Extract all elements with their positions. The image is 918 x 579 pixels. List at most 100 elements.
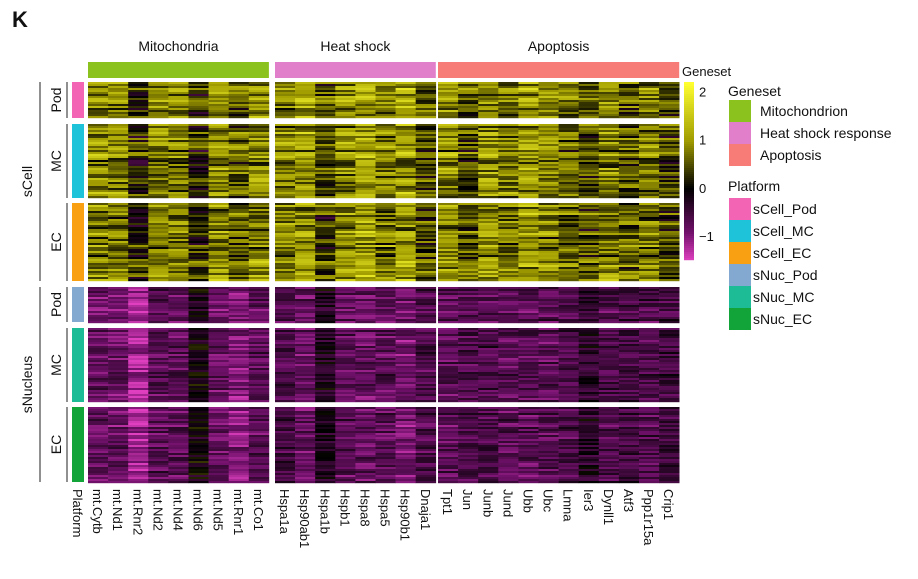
heatmap-cell: [375, 245, 396, 248]
heatmap-cell: [295, 148, 316, 151]
heatmap-cell: [578, 245, 600, 248]
heatmap-cell: [88, 477, 109, 480]
heatmap-cell: [618, 182, 640, 185]
heatmap-cell: [438, 358, 459, 361]
heatmap-cell: [618, 358, 640, 361]
heatmap-cell: [275, 386, 296, 389]
heatmap-cell: [498, 356, 519, 359]
heatmap-cell: [108, 417, 129, 420]
heatmap-cell: [168, 190, 189, 193]
heatmap-cell: [168, 158, 189, 161]
heatmap-cell: [578, 358, 600, 361]
heatmap-cell: [578, 156, 600, 159]
heatmap-cell: [275, 336, 296, 339]
heatmap-cell: [375, 142, 396, 145]
heatmap-cell: [395, 342, 416, 345]
heatmap-cell: [208, 449, 229, 452]
heatmap-cell: [538, 102, 559, 105]
heatmap-cell: [128, 443, 149, 446]
heatmap-cell: [618, 194, 640, 197]
heatmap-cell: [659, 148, 680, 151]
heatmap-cell: [578, 332, 600, 335]
heatmap-cell: [248, 279, 270, 282]
heatmap-cell: [478, 297, 499, 300]
heatmap-cell: [168, 251, 189, 254]
heatmap-cell: [315, 249, 336, 252]
heatmap-cell: [598, 362, 620, 365]
heatmap-cell: [188, 192, 209, 195]
heatmap-cell: [228, 362, 250, 365]
heatmap-cell: [295, 291, 316, 294]
heatmap-cell: [208, 229, 229, 232]
heatmap-cell: [415, 411, 437, 414]
heatmap-cell: [335, 342, 356, 345]
heatmap-cell: [639, 342, 660, 345]
heatmap-cell: [395, 184, 416, 187]
heatmap-cell: [458, 388, 479, 391]
heatmap-cell: [538, 205, 559, 208]
heatmap-cell: [639, 257, 660, 260]
heatmap-cell: [228, 471, 250, 474]
heatmap-cell: [375, 146, 396, 149]
heatmap-cell: [498, 190, 519, 193]
heatmap-cell: [498, 196, 519, 199]
heatmap-cell: [578, 116, 600, 119]
heatmap-cell: [659, 350, 680, 353]
heatmap-cell: [395, 275, 416, 278]
heatmap-cell: [438, 269, 459, 272]
heatmap-cell: [315, 231, 336, 234]
heatmap-cell: [395, 364, 416, 367]
heatmap-cell: [315, 190, 336, 193]
heatmap-cell: [208, 301, 229, 304]
heatmap-cell: [375, 307, 396, 310]
heatmap-cell: [659, 134, 680, 137]
heatmap-cell: [128, 178, 149, 181]
heatmap-cell: [355, 104, 376, 107]
heatmap-cell: [355, 376, 376, 379]
heatmap-cell: [538, 400, 559, 403]
heatmap-cell: [335, 473, 356, 476]
heatmap-cell: [208, 362, 229, 365]
heatmap-cell: [395, 479, 416, 482]
heatmap-cell: [415, 443, 437, 446]
heatmap-cell: [558, 170, 579, 173]
heatmap-cell: [478, 307, 499, 310]
heatmap-cell: [88, 178, 109, 181]
heatmap-cell: [415, 82, 437, 85]
heatmap-cell: [458, 116, 479, 119]
heatmap-cell: [108, 473, 129, 476]
heatmap-cell: [148, 98, 169, 101]
heatmap-cell: [295, 164, 316, 167]
heatmap-cell: [275, 439, 296, 442]
heatmap-cell: [248, 203, 270, 206]
heatmap-cell: [538, 313, 559, 316]
heatmap-cell: [335, 370, 356, 373]
heatmap-cell: [395, 435, 416, 438]
heatmap-cell: [335, 346, 356, 349]
heatmap-cell: [578, 142, 600, 145]
heatmap-cell: [578, 100, 600, 103]
heatmap-cell: [438, 168, 459, 171]
heatmap-cell: [598, 392, 620, 395]
heatmap-cell: [355, 247, 376, 250]
heatmap-cell: [248, 384, 270, 387]
heatmap-cell: [148, 348, 169, 351]
heatmap-cell: [375, 94, 396, 97]
heatmap-cell: [355, 166, 376, 169]
heatmap-cell: [228, 338, 250, 341]
heatmap-cell: [518, 386, 539, 389]
heatmap-cell: [168, 467, 189, 470]
heatmap-cell: [168, 194, 189, 197]
heatmap-cell: [639, 279, 660, 282]
heatmap-cell: [335, 471, 356, 474]
heatmap-cell: [659, 305, 680, 308]
heatmap-cell: [659, 219, 680, 222]
heatmap-cell: [168, 168, 189, 171]
heatmap-cell: [275, 265, 296, 268]
heatmap-cell: [188, 481, 209, 484]
heatmap-cell: [248, 471, 270, 474]
heatmap-cell: [598, 186, 620, 189]
heatmap-cell: [88, 211, 109, 214]
heatmap-cell: [168, 164, 189, 167]
